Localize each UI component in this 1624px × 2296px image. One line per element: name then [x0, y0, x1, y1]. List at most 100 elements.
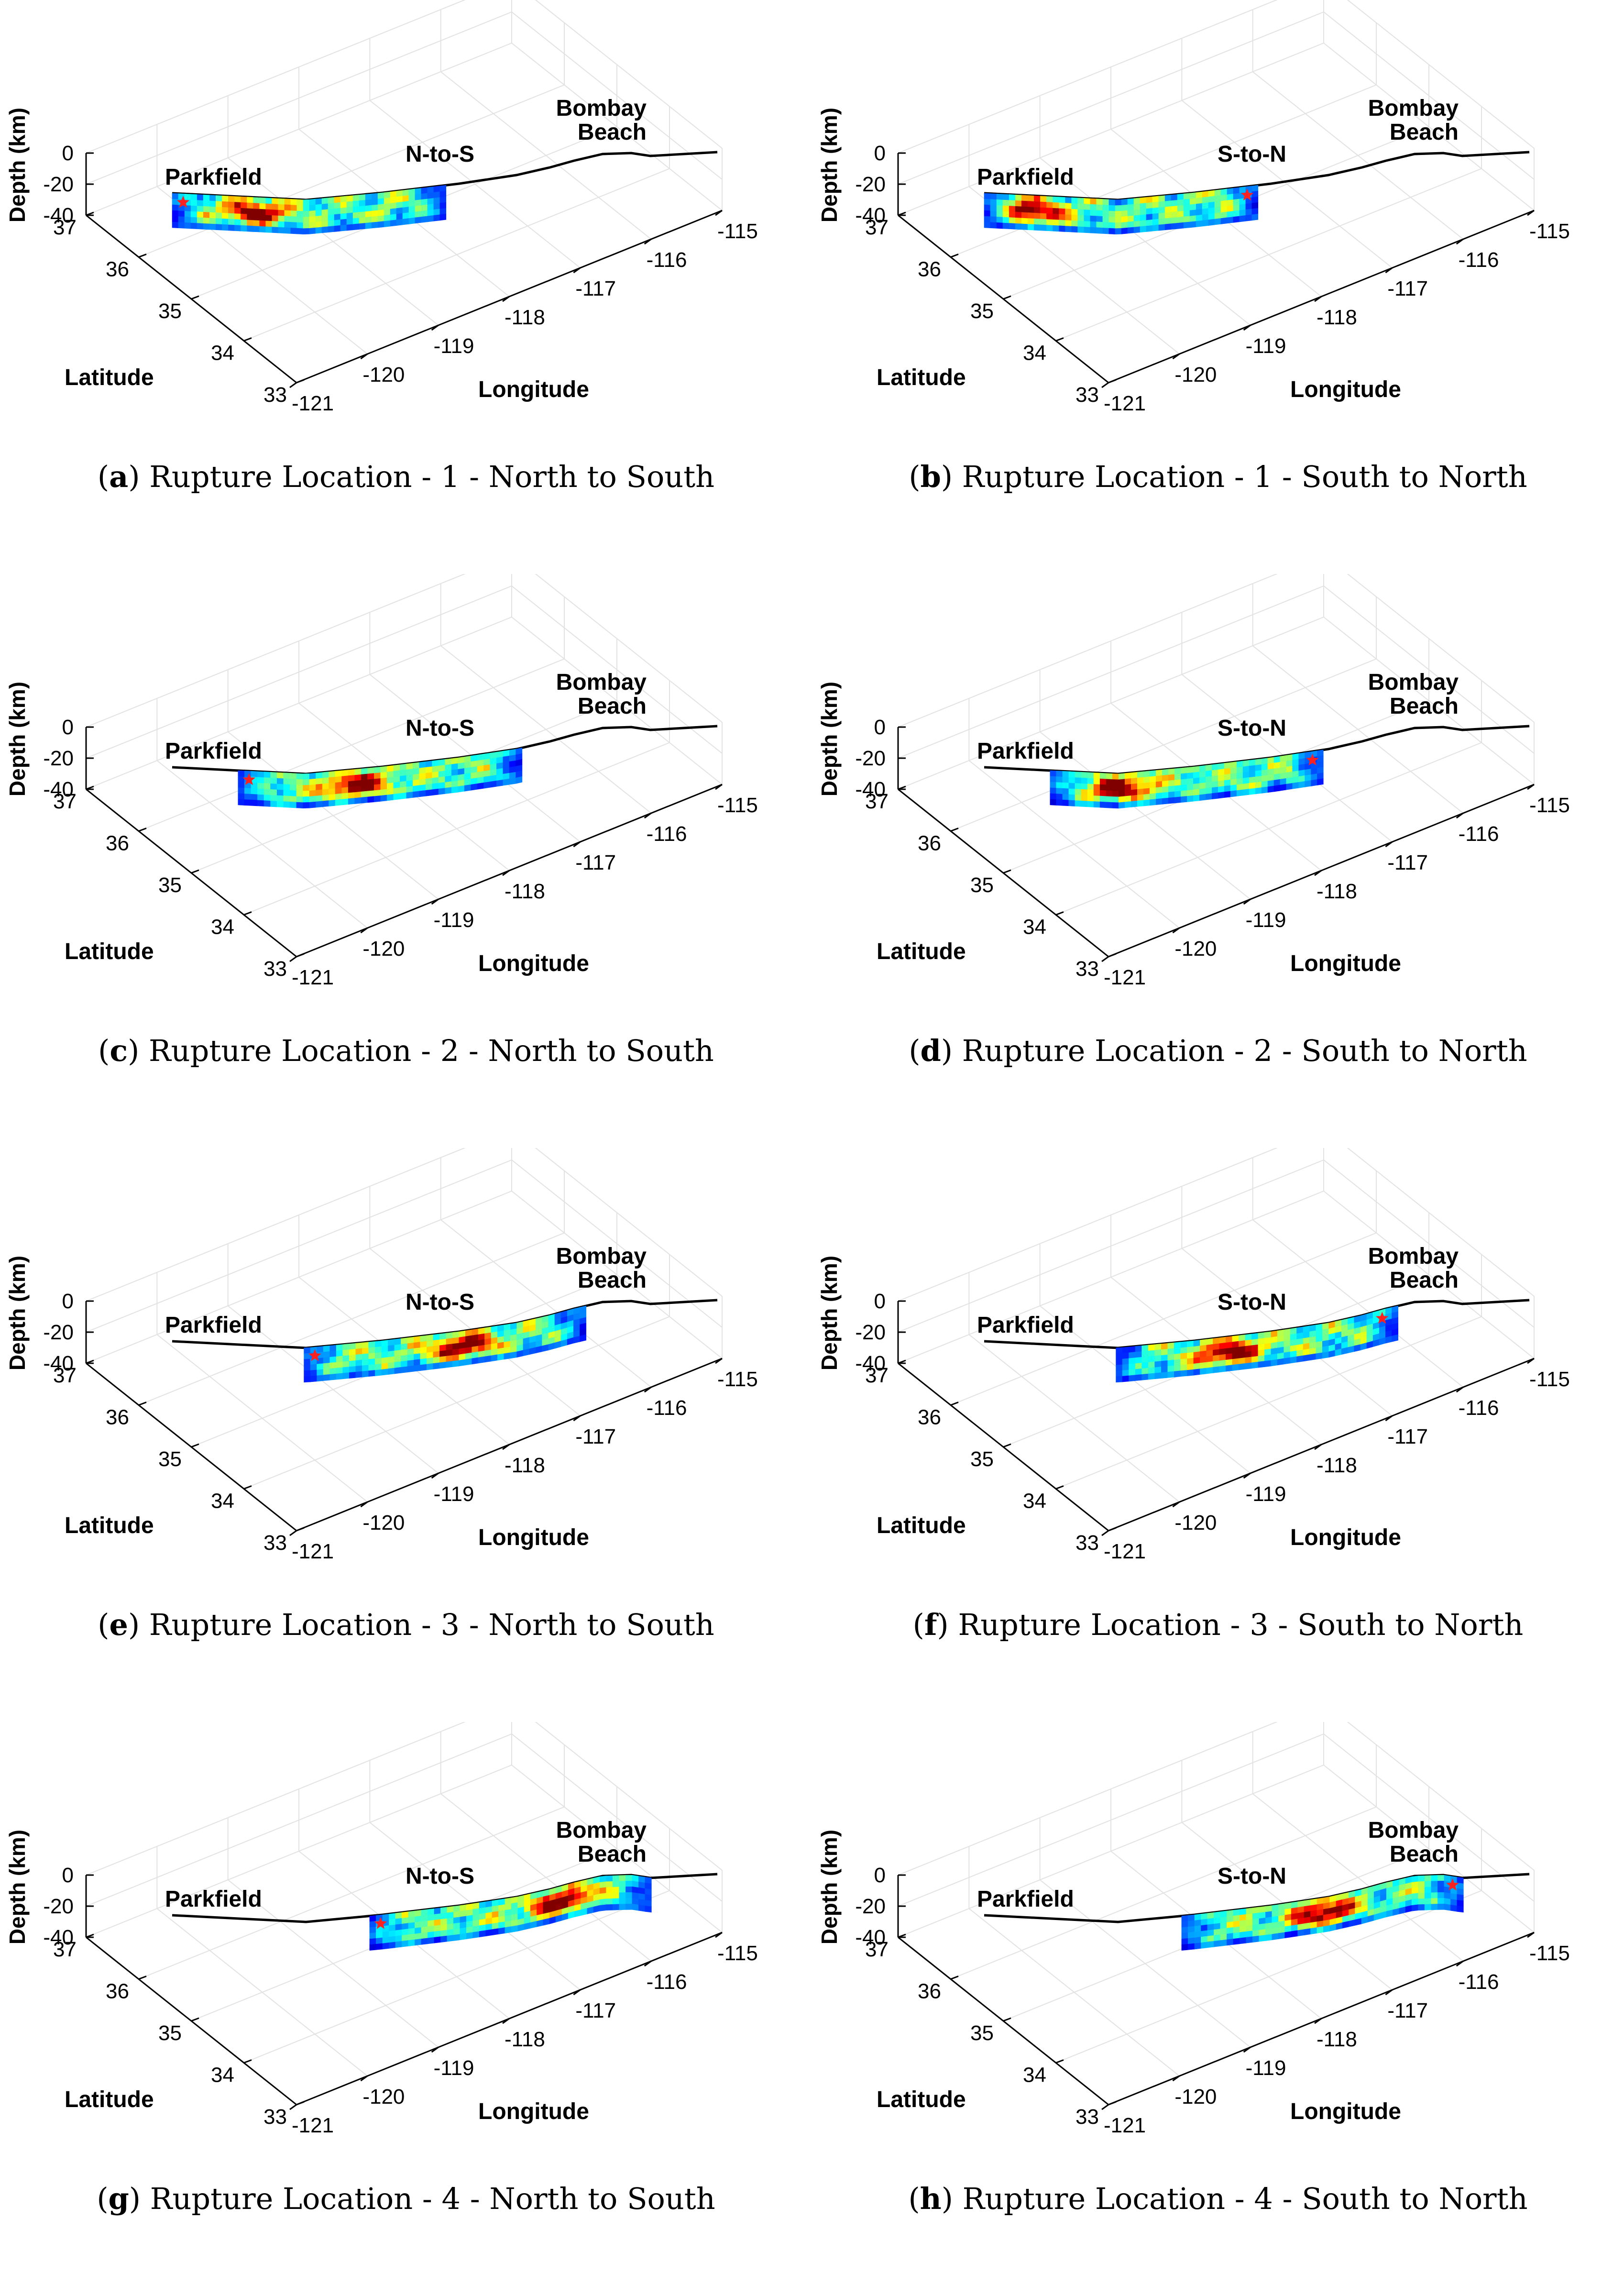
- slip-surface: [1116, 1305, 1398, 1383]
- slip-cell: [509, 754, 516, 762]
- slip-cell: [1181, 796, 1187, 803]
- slip-cell: [361, 785, 368, 792]
- slip-cell: [433, 191, 440, 199]
- slip-cell: [401, 1337, 408, 1345]
- slip-cell: [1205, 787, 1212, 795]
- slip-cell: [1290, 1339, 1297, 1347]
- slip-cell: [1050, 787, 1057, 794]
- panel-letter: c: [110, 1033, 128, 1068]
- slip-cell: [329, 776, 336, 784]
- slip-cell: [1009, 206, 1016, 212]
- longitude-tick: [431, 324, 439, 331]
- longitude-tick: [644, 1386, 652, 1393]
- slip-cell: [408, 1928, 415, 1935]
- slip-cell: [447, 1918, 454, 1925]
- slip-cell: [1265, 1911, 1273, 1918]
- slip-cell: [359, 200, 366, 207]
- slip-cell: [1090, 198, 1097, 205]
- slip-cell: [465, 1352, 472, 1360]
- slip-cell: [172, 216, 179, 223]
- panel-letter: b: [920, 459, 941, 494]
- slip-cell: [451, 786, 459, 794]
- slip-cell: [1238, 1346, 1246, 1353]
- slip-cell: [1189, 204, 1196, 211]
- slip-cell: [222, 195, 229, 202]
- slip-cell: [1180, 1364, 1187, 1371]
- slip-cell: [323, 1362, 330, 1369]
- slip-cell: [496, 756, 504, 764]
- slip-cell: [606, 1904, 613, 1911]
- slip-cell: [394, 1338, 401, 1346]
- slip-cell: [491, 1354, 498, 1362]
- slip-cell: [354, 768, 362, 775]
- slip-cell: [270, 777, 277, 784]
- longitude-tick: [1172, 927, 1180, 934]
- latitude-tick: [1108, 953, 1117, 958]
- slip-cell: [1214, 201, 1221, 208]
- slip-cell: [427, 192, 434, 199]
- slip-cell: [376, 1937, 383, 1944]
- slip-cell: [1189, 192, 1196, 199]
- slip-surface: [1050, 750, 1324, 809]
- slip-cell: [419, 773, 426, 780]
- slip-cell: [1305, 774, 1311, 782]
- latitude-tick: [1108, 2101, 1117, 2106]
- slip-cell: [1115, 210, 1122, 218]
- slip-cell: [368, 1358, 375, 1366]
- slip-cell: [228, 207, 235, 214]
- slip-cell: [402, 207, 409, 214]
- slip-cell: [529, 1347, 536, 1355]
- slip-cell: [1205, 776, 1212, 783]
- longitude-tick-label: -119: [1246, 1482, 1286, 1506]
- depth-tick-label: -20: [43, 1895, 74, 1918]
- slip-cell: [401, 1349, 408, 1356]
- slip-cell: [1143, 799, 1150, 806]
- longitude-tick: [1456, 1386, 1464, 1393]
- slip-cell: [1284, 1925, 1292, 1933]
- latitude-tick-label: 34: [211, 916, 234, 939]
- slip-cell: [1181, 779, 1187, 786]
- slip-cell: [1112, 802, 1119, 809]
- slip-cell: [1081, 783, 1088, 790]
- slip-cell: [1267, 768, 1274, 776]
- slip-cell: [1116, 1353, 1123, 1360]
- slip-cell: [1296, 1344, 1304, 1351]
- slip-cell: [453, 1911, 461, 1918]
- slip-cell: [265, 203, 273, 210]
- longitude-tick: [289, 382, 297, 388]
- latitude-tick-label: 36: [106, 832, 129, 855]
- slip-cell: [426, 1340, 434, 1347]
- longitude-tick: [1385, 841, 1393, 848]
- slip-cell: [1258, 1349, 1265, 1357]
- slip-cell: [485, 1929, 493, 1937]
- slip-cell: [1183, 204, 1190, 211]
- slip-cell: [1220, 217, 1228, 224]
- slip-cell: [238, 770, 245, 777]
- slip-cell: [1205, 793, 1212, 800]
- slip-cell: [1140, 214, 1147, 221]
- slip-cell: [1096, 199, 1103, 205]
- slip-cell: [1065, 209, 1072, 215]
- slip-cell: [425, 789, 433, 796]
- slip-cell: [434, 1925, 441, 1932]
- slip-cell: [1233, 1932, 1240, 1939]
- longitude-tick: [1101, 1530, 1109, 1536]
- slip-cell: [419, 790, 426, 797]
- slip-cell: [352, 200, 360, 208]
- slip-cell: [1227, 1939, 1234, 1946]
- slip-cell: [388, 1345, 395, 1352]
- grid-line-lat: [1055, 1828, 1482, 2064]
- slip-cell: [984, 216, 991, 223]
- slip-cell: [1075, 795, 1082, 801]
- slip-cell: [321, 203, 329, 210]
- grid-line-lat: [243, 106, 670, 342]
- slip-cell: [1252, 1924, 1260, 1931]
- slip-cell: [451, 769, 459, 776]
- slip-cell: [1450, 1893, 1458, 1900]
- longitude-tick-label: -119: [434, 908, 474, 932]
- slip-cell: [222, 224, 229, 231]
- slip-cell: [1174, 768, 1181, 775]
- slip-cell: [1027, 218, 1034, 225]
- slip-cell: [1251, 1344, 1259, 1352]
- slip-cell: [359, 217, 366, 224]
